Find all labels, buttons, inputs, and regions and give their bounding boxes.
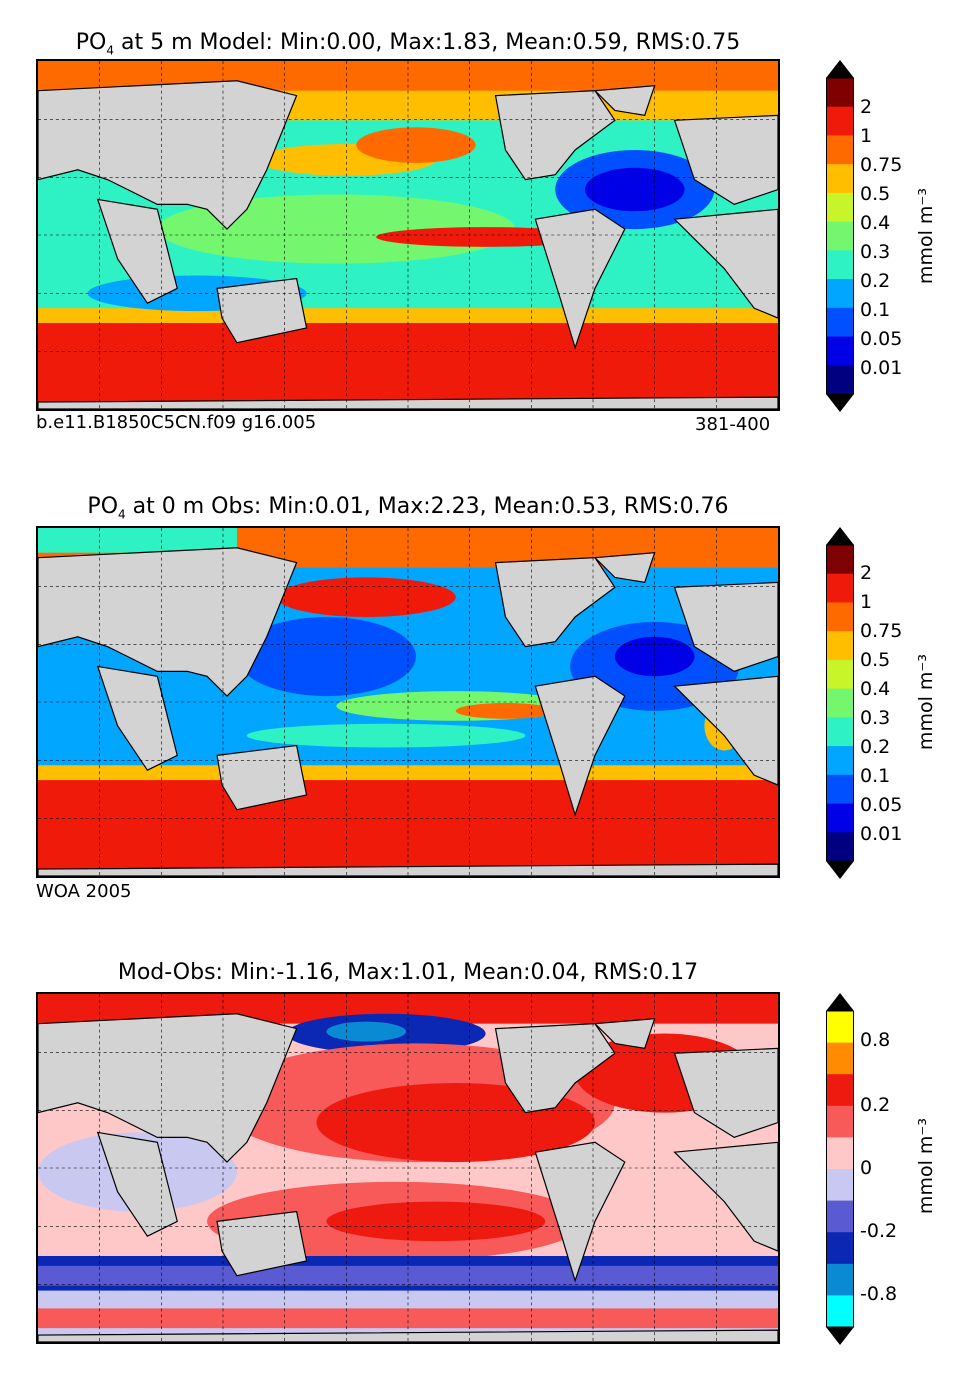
colorbar-segment: [826, 659, 854, 690]
panel1-title-sub: 4: [106, 43, 114, 58]
colorbar-segment: [826, 803, 854, 833]
panel3-map: [36, 992, 780, 1344]
panel1-colorbar-svg: [826, 60, 854, 412]
colorbar-segment: [826, 832, 854, 862]
colorbar-segment: [826, 746, 854, 776]
colorbar-segment: [826, 78, 854, 108]
panel1-unit-label: mmol m⁻³: [912, 96, 940, 376]
panel1-tick-7: 0.1: [860, 299, 891, 321]
panel1-tick-9: 0.01: [860, 357, 903, 379]
panel2-tick-2: 0.75: [860, 620, 903, 642]
panel3-colorbar-svg: [826, 993, 854, 1345]
panel1-tick-8: 0.05: [860, 328, 903, 350]
panel2-tick-9: 0.01: [860, 823, 903, 845]
panel2-colorbar-svg: [826, 527, 854, 879]
panel2-tick-4: 0.4: [860, 678, 891, 700]
colorbar-segment: [826, 1011, 854, 1044]
colorbar-segment: [826, 1295, 854, 1328]
colorbar-segment: [826, 135, 854, 165]
panel2-tick-7: 0.1: [860, 765, 891, 787]
panel2-title: PO4 at 0 m Obs: Min:0.01, Max:2.23, Mean…: [0, 494, 816, 521]
panel1-tick-4: 0.4: [860, 212, 891, 234]
colorbar-segment: [826, 1200, 854, 1233]
panel2-tick-6: 0.2: [860, 736, 891, 758]
panel2-caption-left: WOA 2005: [36, 881, 132, 902]
panel2-unit-label: mmol m⁻³: [912, 562, 940, 842]
colorbar-extend-bottom: [826, 1327, 854, 1345]
colorbar-segment: [826, 192, 854, 223]
panel2-tick-5: 0.3: [860, 707, 891, 729]
colorbar-extend-top: [826, 527, 854, 545]
panel2-title-rest: at 0 m Obs: Min:0.01, Max:2.23, Mean:0.5…: [125, 494, 729, 519]
colorbar-segment: [826, 774, 854, 805]
panel3-title: Mod-Obs: Min:-1.16, Max:1.01, Mean:0.04,…: [0, 960, 816, 985]
panel2-title-prefix: PO: [87, 494, 119, 519]
panel1-tick-1: 1: [860, 125, 873, 147]
panel1-tick-0: 2: [860, 96, 873, 118]
colorbar-extend-top: [826, 993, 854, 1011]
colorbar-border: [826, 544, 854, 862]
panel1-unit-text: mmol m⁻³: [915, 187, 937, 285]
panel2-unit-text: mmol m⁻³: [915, 653, 937, 751]
panel3-tick-0: 0.8: [860, 1029, 891, 1051]
colorbar-segment: [826, 250, 854, 280]
panel3-tick-3: -0.2: [860, 1220, 898, 1242]
colorbar-segment: [826, 1105, 854, 1138]
panel1-title-rest: at 5 m Model: Min:0.00, Max:1.83, Mean:0…: [114, 30, 741, 55]
colorbar-segment: [826, 1263, 854, 1296]
panel3-unit-label: mmol m⁻³: [912, 1026, 940, 1306]
panel2-tick-0: 2: [860, 562, 873, 584]
panel1-tick-2: 0.75: [860, 154, 903, 176]
colorbar-segment: [826, 1137, 854, 1170]
colorbar-segment: [826, 336, 854, 366]
colorbar-segment: [826, 307, 854, 338]
panel3-title-rest: Mod-Obs: Min:-1.16, Max:1.01, Mean:0.04,…: [117, 960, 699, 985]
panel2-map: [36, 526, 780, 878]
colorbar-segment: [826, 545, 854, 575]
panel1-tick-3: 0.5: [860, 183, 891, 205]
panel1-colorbar: [826, 60, 854, 412]
colorbar-segment: [826, 365, 854, 395]
panel3-unit-text: mmol m⁻³: [915, 1117, 937, 1215]
panel2-colorbar: [826, 527, 854, 879]
colorbar-segment: [826, 602, 854, 632]
colorbar-segment: [826, 1042, 854, 1075]
panel2-tick-1: 1: [860, 591, 873, 613]
panel2-tick-3: 0.5: [860, 649, 891, 671]
colorbar-border: [826, 77, 854, 395]
colorbar-segment: [826, 164, 854, 194]
colorbar-extend-top: [826, 60, 854, 78]
colorbar-segment: [826, 1232, 854, 1265]
panel1-map: [36, 59, 780, 411]
colorbar-segment: [826, 279, 854, 309]
panel1-tick-5: 0.3: [860, 241, 891, 263]
colorbar-segment: [826, 688, 854, 718]
panel1-caption-right: 381-400: [695, 414, 771, 435]
panel1-caption-left: b.e11.B1850C5CN.f09 g16.005: [36, 412, 317, 433]
panel1-title: PO4 at 5 m Model: Min:0.00, Max:1.83, Me…: [0, 30, 816, 57]
colorbar-segment: [826, 1169, 854, 1202]
colorbar-extend-bottom: [826, 861, 854, 879]
panel2-title-sub: 4: [118, 507, 126, 522]
panel3-colorbar: [826, 993, 854, 1345]
colorbar-segment: [826, 631, 854, 661]
colorbar-segment: [826, 106, 854, 136]
panel3-tick-2: 0: [860, 1157, 873, 1179]
colorbar-segment: [826, 1074, 854, 1107]
panel1-tick-6: 0.2: [860, 270, 891, 292]
panel3-tick-1: 0.2: [860, 1094, 891, 1116]
panel3-tick-4: -0.8: [860, 1283, 898, 1305]
colorbar-segment: [826, 717, 854, 747]
panel1-title-prefix: PO: [75, 30, 107, 55]
colorbar-border: [826, 1010, 854, 1328]
colorbar-segment: [826, 221, 854, 251]
colorbar-extend-bottom: [826, 394, 854, 412]
panel2-tick-8: 0.05: [860, 794, 903, 816]
colorbar-segment: [826, 573, 854, 603]
